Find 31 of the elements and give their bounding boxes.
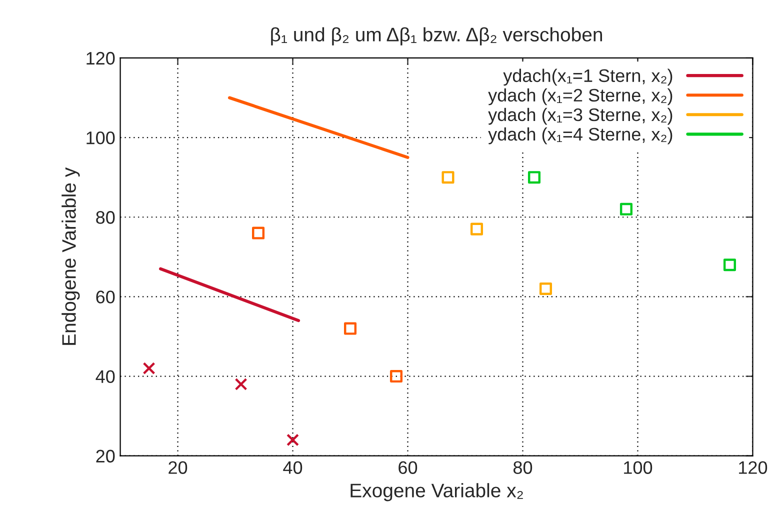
y-tick-label: 20 (96, 450, 115, 463)
legend-label: ydach (x₁=4 Sterne, x₂) (488, 127, 672, 144)
point (723, 258, 736, 272)
x-tick-label: 100 (624, 461, 652, 474)
point (470, 222, 484, 236)
x-axis-title: Exogene Variable x₂ (350, 483, 523, 502)
y-tick-label: 60 (96, 290, 115, 304)
legend-label: ydach (x₁=2 Sterne, x₂) (488, 88, 672, 106)
point (539, 282, 552, 296)
x-tick-label: 40 (283, 461, 302, 474)
point (390, 370, 403, 383)
point (528, 171, 540, 184)
legend-label: ydach(x₁=1 Stern, x₂) (503, 68, 672, 86)
point (620, 202, 632, 216)
point (442, 171, 454, 184)
point (252, 226, 265, 240)
x-tick-label: 120 (739, 461, 768, 474)
point (286, 434, 300, 446)
y-axis-title: Endogene Variable y (62, 167, 80, 345)
legend-label: ydach (x₁=3 Sterne, x₂) (488, 108, 672, 125)
y-tick-label: 80 (96, 211, 115, 224)
chart-title: β₁ und β₂ um Δβ₁ bzw. Δβ₂ verschoben (271, 27, 602, 46)
y-tick-label: 40 (96, 370, 115, 383)
x-tick-label: 60 (398, 461, 418, 474)
point (344, 322, 357, 335)
point (142, 362, 156, 375)
x-tick-label: 80 (513, 461, 532, 474)
y-tick-label: 100 (86, 131, 115, 144)
x-tick-label: 20 (168, 461, 188, 474)
point (234, 378, 248, 390)
y-tick-label: 120 (86, 52, 115, 65)
